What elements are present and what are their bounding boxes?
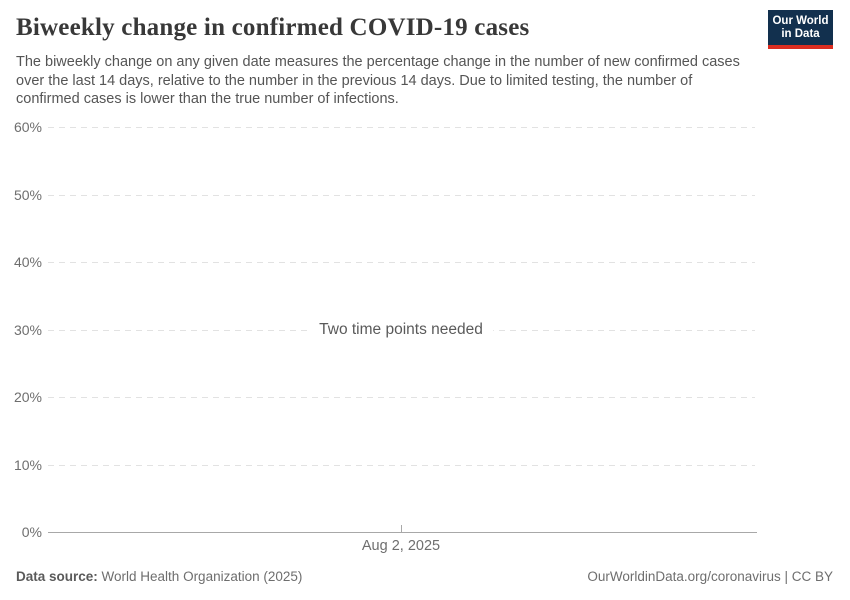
y-tick-label: 20% — [13, 389, 42, 405]
gridline — [48, 262, 755, 263]
y-tick-label: 60% — [13, 119, 42, 135]
owid-logo-line1: Our World — [772, 15, 829, 27]
y-tick-label: 50% — [13, 187, 42, 203]
gridline — [48, 195, 755, 196]
gridline — [48, 397, 755, 398]
owid-logo-line2: in Data — [781, 28, 820, 40]
y-tick-label: 30% — [13, 322, 42, 338]
chart-subtitle: The biweekly change on any given date me… — [16, 54, 740, 107]
y-tick-label: 0% — [21, 524, 42, 540]
chart-title: Biweekly change in confirmed COVID-19 ca… — [16, 14, 530, 41]
empty-state-message: Two time points needed — [309, 321, 493, 339]
owid-logo[interactable]: Our World in Data — [768, 10, 833, 49]
data-source: Data source: World Health Organization (… — [16, 568, 302, 585]
x-tick-label: Aug 2, 2025 — [361, 538, 441, 554]
gridline — [48, 127, 755, 128]
y-tick-label: 10% — [13, 457, 42, 473]
license-link[interactable]: OurWorldinData.org/coronavirus | CC BY — [587, 569, 833, 584]
x-axis-line — [48, 532, 757, 533]
chart-footer: Data source: World Health Organization (… — [16, 568, 833, 585]
data-source-label: Data source: — [16, 569, 98, 584]
x-tick-mark — [401, 525, 402, 532]
data-source-value: World Health Organization (2025) — [97, 569, 303, 584]
y-tick-label: 40% — [13, 254, 42, 270]
gridline — [48, 465, 755, 466]
